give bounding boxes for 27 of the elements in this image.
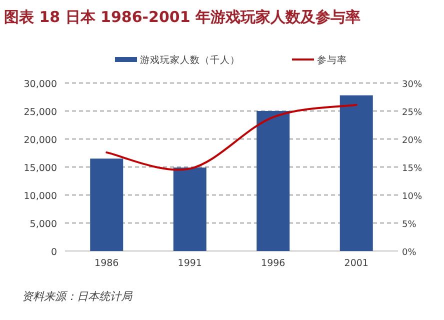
bar <box>256 111 290 251</box>
y2-tick-label: 5% <box>402 220 417 230</box>
legend-label: 游戏玩家人数（千人） <box>140 54 240 66</box>
y-tick-label: 20,000 <box>24 135 57 146</box>
text: 资料来源：日本统计局 <box>22 290 133 303</box>
x-tick-label: 1986 <box>94 258 119 269</box>
y-tick-label: 30,000 <box>24 79 57 90</box>
bar <box>173 168 206 251</box>
y-tick-label: 5,000 <box>30 219 57 230</box>
y2-tick-label: 30% <box>402 80 422 90</box>
bar <box>90 158 124 251</box>
legend-label: 参与率 <box>317 54 347 66</box>
y-tick-label: 10,000 <box>24 191 57 202</box>
y2-tick-label: 15% <box>402 164 422 174</box>
y2-tick-label: 10% <box>402 192 422 202</box>
y-tick-label: 0 <box>50 247 57 258</box>
line-series <box>106 104 358 171</box>
y2-tick-label: 0% <box>402 248 417 258</box>
y-tick-label: 15,000 <box>24 163 57 174</box>
bar <box>340 95 373 251</box>
x-tick-label: 1996 <box>261 258 286 269</box>
x-tick-label: 1991 <box>178 258 202 269</box>
chart-title: 图表 18 日本 1986-2001 年游戏玩家人数及参与率 <box>4 8 360 26</box>
x-tick-label: 2001 <box>344 258 368 269</box>
y-tick-label: 25,000 <box>24 107 57 118</box>
y2-tick-label: 20% <box>402 136 422 146</box>
y2-tick-label: 25% <box>402 108 422 118</box>
